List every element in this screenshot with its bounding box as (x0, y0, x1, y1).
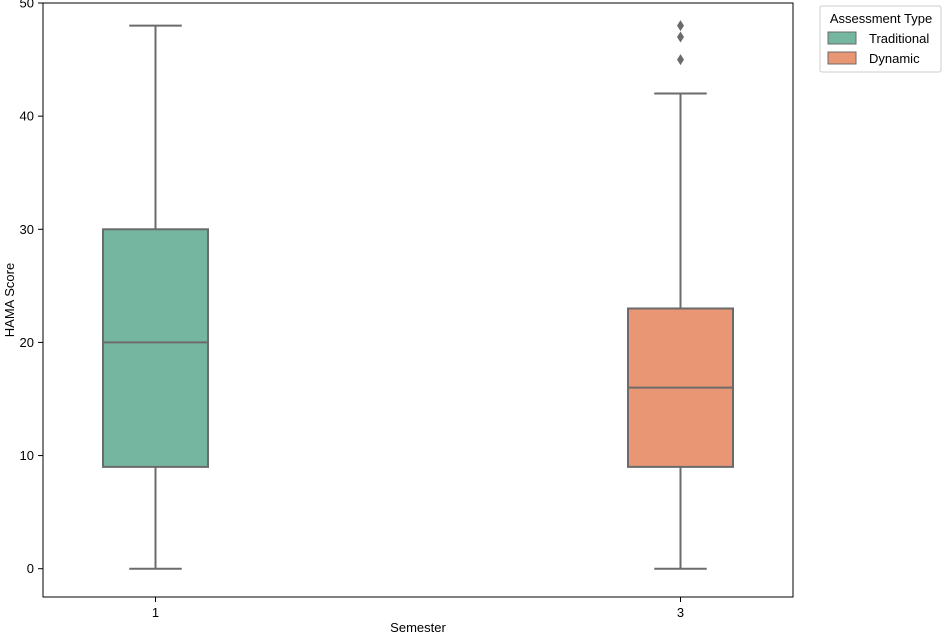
y-axis: 0 10 20 30 40 50 (20, 0, 43, 576)
x-tick-label: 1 (152, 605, 159, 620)
legend-swatch-traditional (827, 31, 857, 45)
legend-label-traditional: Traditional (869, 31, 929, 46)
plot-area (102, 20, 734, 570)
plot-frame (42, 2, 794, 598)
y-tick-label: 0 (27, 561, 34, 576)
legend: Assessment Type Traditional Dynamic (819, 5, 942, 73)
outlier-point (677, 54, 684, 66)
x-tick-label: 3 (677, 605, 684, 620)
legend-swatch-dynamic (827, 51, 857, 65)
box-iqr (102, 228, 209, 468)
y-tick-label: 20 (20, 335, 34, 350)
x-axis-label: Semester (390, 620, 446, 635)
legend-label-dynamic: Dynamic (869, 51, 920, 66)
outlier-point (677, 20, 684, 32)
y-tick-label: 50 (20, 0, 34, 11)
box-group-traditional (102, 24, 209, 570)
y-tick-label: 10 (20, 448, 34, 463)
box-group-dynamic (627, 20, 734, 570)
y-axis-label: HAMA Score (2, 263, 17, 337)
legend-title: Assessment Type (830, 11, 932, 26)
y-tick-label: 30 (20, 222, 34, 237)
y-tick-label: 40 (20, 109, 34, 124)
outlier-point (677, 31, 684, 43)
